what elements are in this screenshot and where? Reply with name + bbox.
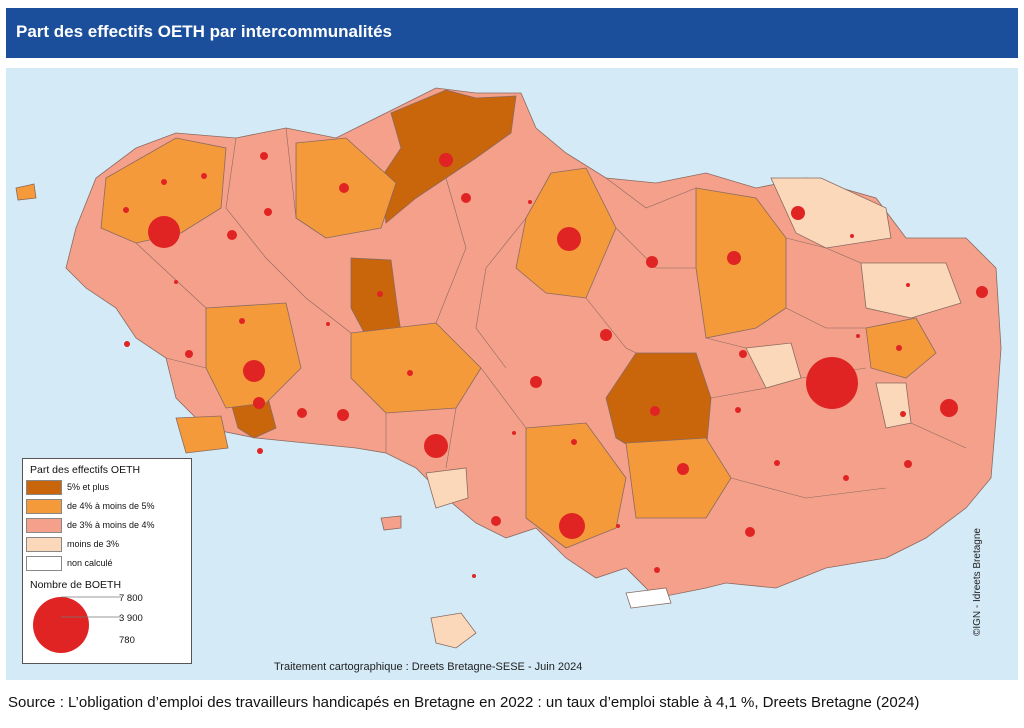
district-boundaries: [135, 127, 967, 499]
boeth-bubble: [461, 193, 471, 203]
boeth-bubble: [253, 397, 265, 409]
region-4to5-southwest-coast: [175, 415, 229, 454]
boeth-bubble: [904, 460, 912, 468]
boeth-bubble: [239, 318, 245, 324]
boeth-bubble: [745, 527, 755, 537]
boeth-bubble: [512, 431, 516, 435]
boeth-bubble: [528, 200, 532, 204]
boeth-bubble: [424, 434, 448, 458]
legend-row-3to4: de 3% à moins de 4%: [26, 518, 186, 534]
legend-row-nc: non calculé: [26, 556, 186, 572]
boeth-bubble: [677, 463, 689, 475]
legend-swatch: [26, 518, 62, 533]
source-note: Source : L’obligation d’emploi des trava…: [8, 694, 920, 711]
boeth-bubble: [727, 251, 741, 265]
boeth-bubble: [906, 283, 910, 287]
boeth-bubble: [654, 567, 660, 573]
boeth-bubble: [227, 230, 237, 240]
legend-row-5plus: 5% et plus: [26, 480, 186, 496]
boeth-bubble: [739, 350, 747, 358]
boeth-bubble: [339, 183, 349, 193]
boeth-bubbles: [123, 152, 988, 578]
legend-label: moins de 3%: [67, 539, 120, 549]
boeth-bubble: [850, 234, 854, 238]
boeth-bubble: [491, 516, 501, 526]
region-4to5-south-b: [625, 437, 732, 519]
boeth-bubble: [843, 475, 849, 481]
boeth-bubble: [123, 207, 129, 213]
map-legend: Part des effectifs OETH 5% et plus de 4%…: [22, 458, 192, 664]
boeth-bubble: [326, 322, 330, 326]
legend-row-lt3: moins de 3%: [26, 537, 186, 553]
legend-label: de 4% à moins de 5%: [67, 501, 155, 511]
region-4to5-northwest: [100, 137, 227, 244]
ign-credit: ©IGN - Idreets Bretagne: [972, 528, 983, 636]
boeth-bubble: [439, 153, 453, 167]
region-4to5-northeast: [695, 187, 787, 339]
boeth-bubble: [243, 360, 265, 382]
boeth-bubble: [185, 350, 193, 358]
boeth-bubble: [557, 227, 581, 251]
bubble-legend-value-large: 7 800: [119, 593, 143, 604]
legend-swatch: [26, 537, 62, 552]
region-lt3-north: [770, 177, 892, 249]
region-lt3-east-a: [860, 262, 962, 319]
legend-label: non calculé: [67, 558, 113, 568]
bubble-legend-title: Nombre de BOETH: [30, 579, 122, 591]
boeth-bubble: [124, 341, 130, 347]
boeth-bubble: [201, 173, 207, 179]
island-non-calcule: [625, 587, 672, 609]
bubble-legend-large: [33, 597, 89, 653]
boeth-bubble: [472, 574, 476, 578]
legend-swatch: [26, 480, 62, 495]
boeth-bubble: [735, 407, 741, 413]
boeth-bubble: [616, 524, 620, 528]
boeth-bubble: [976, 286, 988, 298]
boeth-bubble: [774, 460, 780, 466]
boeth-bubble: [260, 152, 268, 160]
legend-row-4to5: de 4% à moins de 5%: [26, 499, 186, 515]
title-banner: Part des effectifs OETH par intercommuna…: [6, 8, 1018, 58]
boeth-bubble: [806, 357, 858, 409]
island-belle-ile: [430, 612, 477, 649]
boeth-bubble: [161, 179, 167, 185]
boeth-bubble: [600, 329, 612, 341]
boeth-bubble: [257, 448, 263, 454]
boeth-bubble: [264, 208, 272, 216]
legend-label: de 3% à moins de 4%: [67, 520, 155, 530]
boeth-bubble: [856, 334, 860, 338]
region-lt3-south-coast: [425, 467, 469, 509]
boeth-bubble: [791, 206, 805, 220]
boeth-bubble: [559, 513, 585, 539]
boeth-bubble: [650, 406, 660, 416]
island-groix: [380, 515, 402, 531]
boeth-bubble: [337, 409, 349, 421]
island-ouessant: [15, 183, 37, 201]
boeth-bubble: [377, 291, 383, 297]
bubble-legend-symbols: [33, 596, 121, 653]
cartography-credit: Traitement cartographique : Dreets Breta…: [274, 661, 583, 673]
boeth-bubble: [530, 376, 542, 388]
region-4to5-south-a: [525, 422, 627, 549]
legend-title: Part des effectifs OETH: [30, 464, 141, 476]
bubble-legend-value-small: 780: [119, 635, 135, 646]
boeth-bubble: [297, 408, 307, 418]
boeth-bubble: [148, 216, 180, 248]
legend-swatch: [26, 556, 62, 571]
map-title: Part des effectifs OETH par intercommuna…: [16, 22, 392, 41]
boeth-bubble: [900, 411, 906, 417]
boeth-bubble: [174, 280, 178, 284]
boeth-bubble: [571, 439, 577, 445]
bubble-legend-value-mid: 3 900: [119, 613, 143, 624]
boeth-bubble: [407, 370, 413, 376]
boeth-bubble: [646, 256, 658, 268]
choropleth-map: [15, 87, 1002, 649]
boeth-bubble: [896, 345, 902, 351]
legend-label: 5% et plus: [67, 482, 110, 492]
boeth-bubble: [940, 399, 958, 417]
legend-swatch: [26, 499, 62, 514]
